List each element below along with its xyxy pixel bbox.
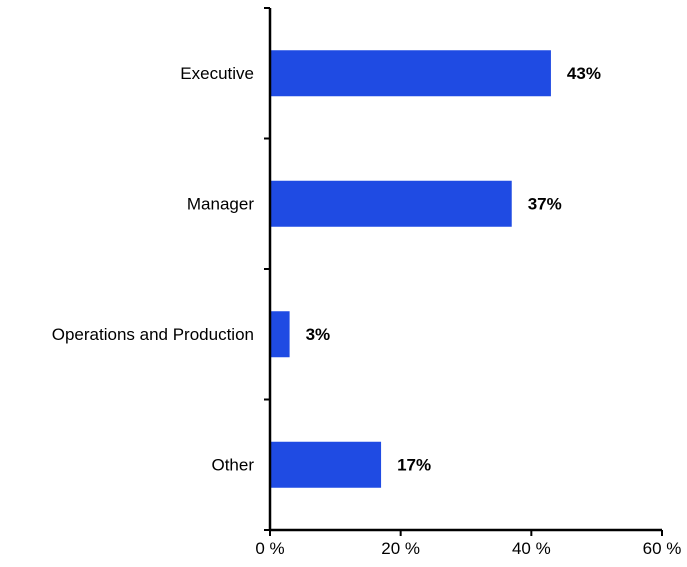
data-label: 37%	[528, 194, 562, 213]
x-tick-label: 20 %	[381, 539, 420, 558]
x-tick-label: 0 %	[255, 539, 284, 558]
labels-group: Executive 43% Manager 37% Operations and Pro…	[52, 64, 682, 558]
category-label: Operations and Production	[52, 325, 254, 344]
data-label: 17%	[397, 455, 431, 474]
bars-group	[270, 50, 551, 488]
bar-operations-and-production	[270, 311, 290, 358]
category-label: Other	[211, 455, 254, 474]
category-label: Manager	[187, 194, 254, 213]
bar-manager	[270, 180, 512, 227]
x-tick-label: 40 %	[512, 539, 551, 558]
bar-other	[270, 441, 382, 488]
bar-executive	[270, 50, 551, 97]
data-label: 3%	[306, 325, 331, 344]
x-tick-label: 60 %	[643, 539, 682, 558]
data-label: 43%	[567, 64, 601, 83]
category-label: Executive	[180, 64, 254, 83]
